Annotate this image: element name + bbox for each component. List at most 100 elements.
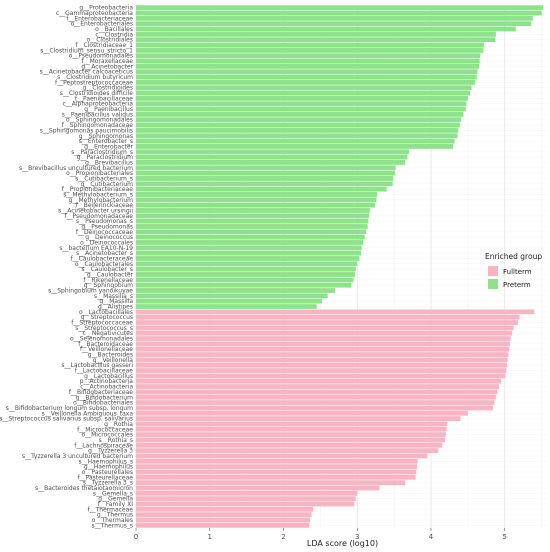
bar [136,442,443,448]
bar [136,138,455,144]
bar [136,208,370,213]
y-tick-label: g__Veillonella [93,357,134,364]
bar [136,512,312,518]
y-tick-label: g__Pseudomonas [81,223,133,230]
bar [136,506,313,512]
x-tick-label: 5 [503,533,507,541]
bar [136,368,507,373]
bar [136,74,477,80]
bar [136,437,446,443]
y-tick-label: s__Lactobacillus gasseri [61,362,133,369]
bar [136,501,355,507]
y-tick-label: f__Propionibacteriaceae [62,186,134,193]
y-tick-label: o__Selenomonadales [70,336,133,343]
bar [136,170,395,176]
y-tick-label: f__Enterobacteriaceae [66,15,133,22]
y-tick-label: o__Caulobacterales [75,261,133,268]
bar [136,314,520,320]
bar [136,10,542,16]
bar [136,293,328,299]
bar [136,240,364,245]
y-tick-label: g__Alistipes [98,304,133,311]
bar [136,298,322,304]
y-tick-label: o__Sphingomonadales [66,117,133,124]
y-tick-label: f__Sphingomonadaceae [62,122,134,129]
bar [136,464,417,470]
bar [136,485,380,491]
bar [136,15,533,21]
y-tick-label: s__Acinetobacter ursingii [58,207,133,214]
y-tick-label: f__Deinococcaceae [76,229,133,236]
legend-title: Enriched group [485,252,542,261]
y-tick-label: o__Thermales [92,517,133,524]
bar [136,357,508,363]
y-tick-label: f__Paenibacillaceae [75,95,133,102]
y-tick-label: f__Pseudomonadaceae [64,213,133,220]
bar [136,410,468,416]
bar [136,432,446,438]
y-tick-label: c__Clostridia [95,31,133,38]
bar [136,256,360,261]
bar [136,165,396,171]
y-tick-label: s__Cutibacterium_s [75,175,133,182]
y-tick-label: f__Veillonellaceae [80,346,133,353]
y-tick-label: s__Sphingomonas paucimobilis [40,127,133,134]
bar [136,202,375,208]
y-tick-label: g__Caulobacter [87,272,134,279]
bar [136,63,479,69]
y-tick-label: o__Bifidobacteriales [73,400,133,407]
x-tick-label: 4 [429,533,434,541]
bar [136,117,462,123]
y-tick-label: c__Gammaproteobacteria [56,10,133,17]
bar [136,181,393,187]
y-tick-label: f__Rikenellaceae [83,277,133,284]
y-tick-label: f__Family XI [98,501,133,508]
bar [136,160,406,165]
y-tick-label: s__Thermus_s [91,522,133,529]
bar [136,197,377,203]
bar [136,69,478,75]
bar [136,149,409,155]
bar [136,266,356,272]
bar [136,112,464,117]
y-tick-label: g__Paraclostridium [77,154,134,161]
y-tick-label: f__Micrococcaceae [77,426,133,433]
y-tick-label: o__Lactobacillales [79,309,133,316]
y-tick-label: f__Pasteurellaceae [77,474,133,481]
bar [136,394,496,400]
bar [136,192,378,197]
x-tick-label: 1 [208,533,212,541]
y-tick-label: s__Bacteroides thetaiotaomicron [35,485,133,492]
y-tick-label: f__Lachnospiraceae [74,442,133,449]
bar [136,352,509,357]
bar [136,426,447,432]
bar [136,362,507,368]
bar [136,480,406,486]
bar [136,405,493,411]
y-tick-label: o__Pseudomonadales [69,53,133,60]
bar [136,336,511,341]
bar [136,213,370,219]
y-tick-label: s__Acinetobacter_s [76,250,133,257]
bar [136,325,514,331]
bar [136,421,448,427]
bar [136,346,510,352]
bar [136,37,496,43]
legend-swatch-fullterm [488,266,498,276]
y-tick-label: f__Caulobacteraceae [71,255,134,262]
y-tick-label: f__Streptococcaceae [71,320,133,327]
y-tick-label: s__bacterium EA10-N-19 [59,245,133,252]
y-tick-label: o__Enterobacteriales [71,21,133,28]
y-tick-label: p__Actinobacteria [80,378,134,385]
y-tick-label: g__Thermus [97,512,133,519]
bar [136,517,311,523]
y-tick-label: g__Acinetobacter [81,63,133,70]
bar [136,53,481,59]
y-tick-label: s__Bifidobacterium longum subsp. longum [6,405,133,412]
legend-label-fullterm: Fullterm [503,268,532,276]
y-tick-label: s__Rothia_s [99,437,133,444]
bar [136,95,468,101]
bar [136,453,428,459]
y-tick-label: s__Streptococcus salivarius subsp. saliv… [0,416,133,423]
